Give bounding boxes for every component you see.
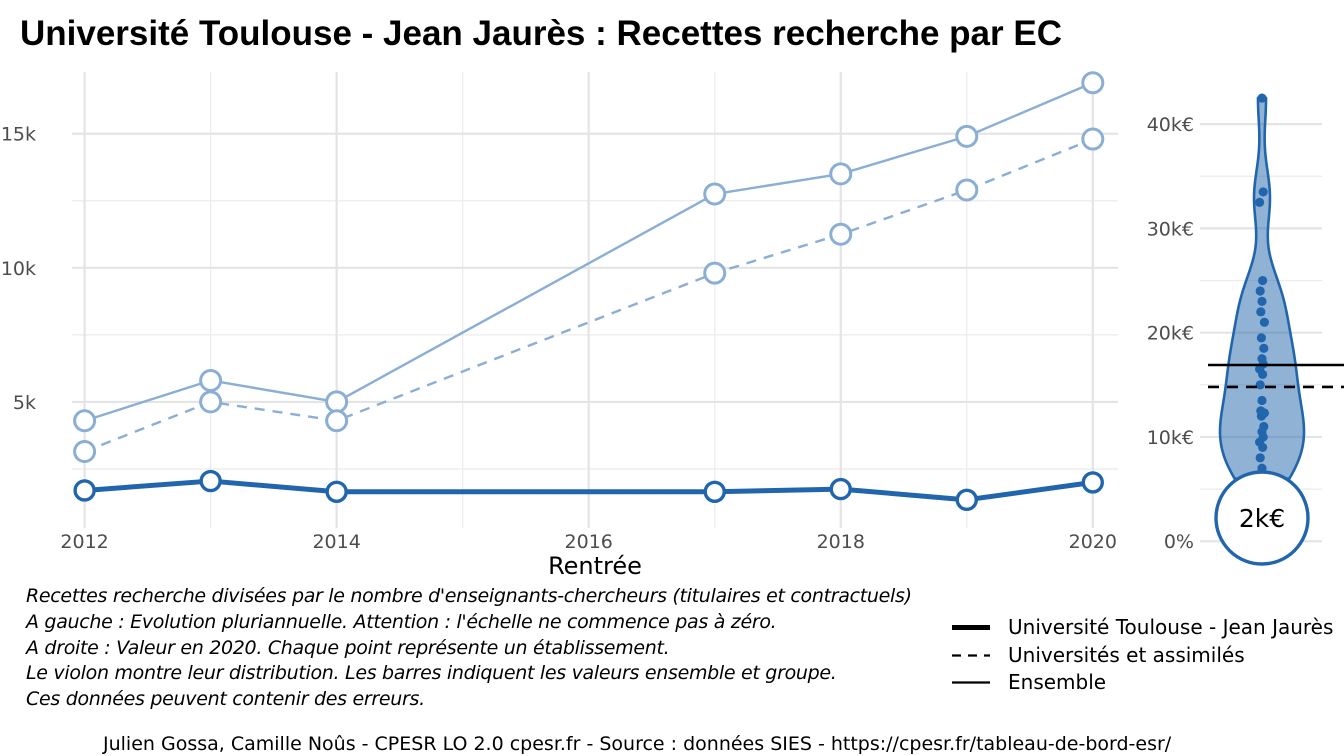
chart-title: Université Toulouse - Jean Jaurès : Rece… [20, 14, 1062, 53]
caption-line: Recettes recherche divisées par le nombr… [26, 585, 912, 607]
chart-caption: Recettes recherche divisées par le nombr… [26, 584, 912, 713]
caption-line: Ces données peuvent contenir des erreurs… [26, 688, 425, 711]
data-point [199, 469, 222, 493]
data-point [955, 488, 978, 512]
establishment-point [1255, 197, 1265, 207]
x-tick-label: 2012 [60, 531, 108, 553]
establishment-point [1255, 380, 1265, 390]
establishment-point [1258, 275, 1268, 286]
y-tick-label: 15k [1, 124, 36, 146]
establishment-point [1256, 333, 1266, 343]
legend-key-dashed-line [952, 654, 990, 657]
data-point [703, 261, 727, 285]
establishment-point [1258, 369, 1268, 379]
establishment-point [1256, 307, 1266, 317]
data-point [325, 480, 348, 503]
x-tick-label: 2020 [1069, 531, 1117, 553]
y-tick-label: 20k€ [1147, 323, 1194, 345]
highlight-circle [1214, 470, 1310, 566]
data-point [199, 390, 223, 414]
data-point [703, 182, 727, 206]
violin-chart-panel: 0% 10k€ 20k€ 30k€ 40k€ 2k€ [1147, 93, 1344, 566]
establishment-point [1255, 453, 1265, 463]
y-tick-label: 30k€ [1147, 218, 1194, 240]
data-point [73, 440, 97, 464]
establishment-point [1259, 317, 1269, 327]
establishment-point [1257, 296, 1267, 307]
caption-line: Le violon montre leur distribution. Les … [26, 662, 837, 685]
legend-label: Universités et assimilés [1008, 643, 1245, 667]
legend-key-thick-line [952, 625, 990, 630]
data-point [829, 477, 852, 501]
data-point [73, 409, 97, 433]
legend-label: Université Toulouse - Jean Jaurès [1008, 615, 1334, 639]
data-point [199, 368, 223, 392]
x-tick-label: 2018 [817, 531, 865, 553]
establishment-point [1256, 411, 1266, 421]
legend-key-solid-line [952, 681, 990, 684]
data-point [1081, 127, 1105, 151]
chart-canvas: 2012 2014 2016 2018 2020 5k 10k 15k Rentrée 0% 10… [1, 71, 1344, 580]
establishment-point [1257, 395, 1267, 406]
caption-line: A gauche : Evolution pluriannuelle. Atte… [26, 610, 777, 633]
x-tick-label: 2016 [565, 531, 613, 553]
establishment-point [1259, 343, 1269, 353]
data-point [1081, 71, 1105, 95]
data-point [1081, 471, 1104, 494]
y-tick-label: 10k [1, 258, 36, 280]
x-axis-title: Rentrée [548, 552, 642, 580]
data-point [829, 162, 853, 186]
y-tick-label: 5k [13, 392, 36, 414]
data-point [73, 479, 96, 502]
data-point [955, 124, 979, 148]
highlight-label: 2k€ [1239, 504, 1285, 533]
source-footer: Julien Gossa, Camille Noûs - CPESR LO 2.… [103, 733, 1172, 755]
establishment-point [1257, 93, 1267, 103]
y-tick-label: 0% [1164, 531, 1194, 553]
y-tick-label: 10k€ [1147, 427, 1194, 449]
data-point [325, 409, 349, 433]
data-point [325, 390, 349, 414]
line-chart-panel: 2012 2014 2016 2018 2020 5k 10k 15k Rentrée [1, 71, 1118, 580]
establishment-point [1255, 286, 1265, 296]
caption-line: A droite : Valeur en 2020. Chaque point … [26, 636, 670, 659]
x-tick-label: 2014 [312, 531, 360, 553]
establishment-point [1258, 442, 1268, 452]
establishment-point [1258, 187, 1268, 197]
y-tick-label: 40k€ [1147, 114, 1194, 136]
data-point [955, 178, 979, 202]
data-point [829, 222, 853, 246]
legend-label: Ensemble [1008, 670, 1107, 694]
data-point [703, 480, 726, 503]
